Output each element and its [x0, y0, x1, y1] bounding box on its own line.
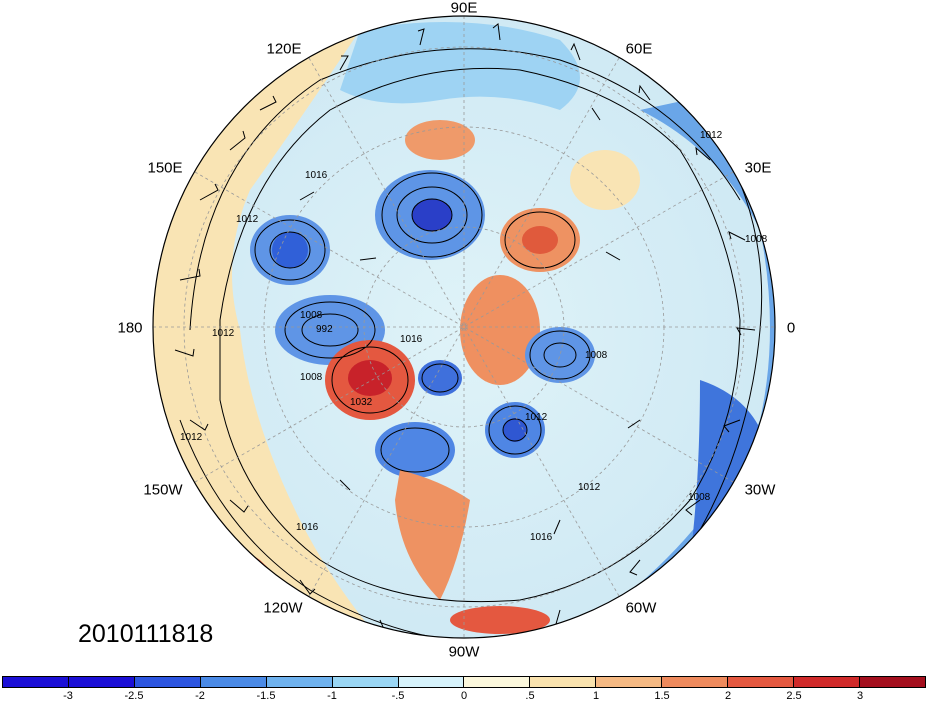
lon-label-0: 0	[786, 319, 796, 337]
colorbar-tick-label: 0	[460, 690, 468, 702]
colorbar-swatch	[200, 677, 267, 687]
lon-label-120e: 120E	[266, 40, 302, 58]
contour-label: 1012	[180, 432, 203, 443]
contour-label: 992	[316, 324, 333, 335]
lon-label-30e: 30E	[744, 159, 772, 177]
lon-label-90e: 90E	[450, 0, 478, 17]
contour-label: 1016	[305, 170, 328, 181]
colorbar-swatch	[266, 677, 333, 687]
contour-label: 1012	[236, 214, 259, 225]
map-boundary	[152, 15, 776, 639]
colorbar-tick-label: -1	[327, 690, 337, 702]
contour-label: 1012	[525, 412, 548, 423]
colorbar-swatch	[728, 677, 795, 687]
contour-label: 1008	[585, 350, 608, 361]
polar-map: 1016 1012 1008 992 1012 1008 1032 1016 1…	[152, 15, 776, 639]
colorbar-swatch	[859, 677, 925, 687]
colorbar-swatch	[332, 677, 399, 687]
colorbar-tick-label: .5	[525, 690, 535, 702]
contour-label: 1032	[350, 397, 373, 408]
contour-label: 1008	[300, 372, 323, 383]
colorbar-swatch	[596, 677, 663, 687]
colorbar-tick-label: 1	[592, 690, 600, 702]
contour-label: 1012	[212, 328, 235, 339]
anomaly-field	[153, 16, 775, 638]
colorbar-swatch	[464, 677, 531, 687]
colorbar-tick-label: -2	[195, 690, 205, 702]
contour-label: 1008	[745, 234, 768, 245]
lon-label-90w: 90W	[448, 643, 480, 661]
colorbar-swatch	[794, 677, 860, 687]
colorbar-tick-label: -.5	[391, 690, 405, 702]
lon-label-60w: 60W	[625, 599, 657, 617]
colorbar-swatch	[134, 677, 201, 687]
colorbar-swatch	[662, 677, 729, 687]
colorbar-tick-label: 2.5	[786, 690, 802, 702]
colorbar-tick-label: -2.5	[124, 690, 144, 702]
colorbar-tick-label: -3	[63, 690, 73, 702]
contour-label: 1016	[400, 334, 423, 345]
colorbar-tick-label: 2	[724, 690, 732, 702]
contour-label: 1016	[296, 522, 319, 533]
contour-label: 1008	[688, 492, 711, 503]
contour-label: 1012	[578, 482, 601, 493]
lon-label-150w: 150W	[143, 481, 183, 499]
colorbar	[2, 676, 926, 688]
colorbar-swatch	[3, 677, 69, 687]
colorbar-tick-label: 3	[856, 690, 864, 702]
date-stamp: 2010111818	[78, 620, 214, 648]
colorbar-swatch	[530, 677, 597, 687]
lon-label-150e: 150E	[147, 159, 183, 177]
lon-label-30w: 30W	[744, 481, 776, 499]
colorbar-tick-label: -1.5	[256, 690, 276, 702]
contour-label: 1008	[300, 310, 323, 321]
contour-label: 1016	[530, 532, 553, 543]
lon-label-60e: 60E	[625, 40, 653, 58]
colorbar-tick-label: 1.5	[654, 690, 670, 702]
lon-label-120w: 120W	[263, 599, 303, 617]
colorbar-swatch	[398, 677, 465, 687]
colorbar-swatch	[68, 677, 135, 687]
lon-label-180: 180	[117, 319, 143, 337]
contour-labels: 1016 1012 1008 992 1012 1008 1032 1016 1…	[180, 130, 768, 543]
contour-label: 1012	[700, 130, 723, 141]
